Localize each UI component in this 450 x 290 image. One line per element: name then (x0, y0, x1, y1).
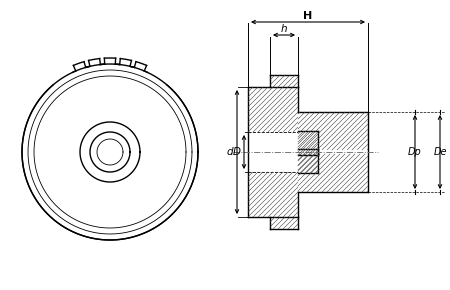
Bar (248, 87, 298, 132)
Text: d: d (226, 147, 233, 157)
Bar (298, 149, 318, 173)
Bar (270, 75, 298, 87)
Bar (248, 172, 298, 217)
Text: De: De (433, 147, 447, 157)
Bar (298, 112, 368, 150)
Text: Dp: Dp (408, 147, 422, 157)
Bar (270, 217, 298, 229)
Bar (298, 154, 368, 192)
Text: H: H (303, 11, 313, 21)
Bar (298, 131, 318, 155)
Text: D: D (233, 147, 241, 157)
Text: h: h (281, 24, 287, 34)
